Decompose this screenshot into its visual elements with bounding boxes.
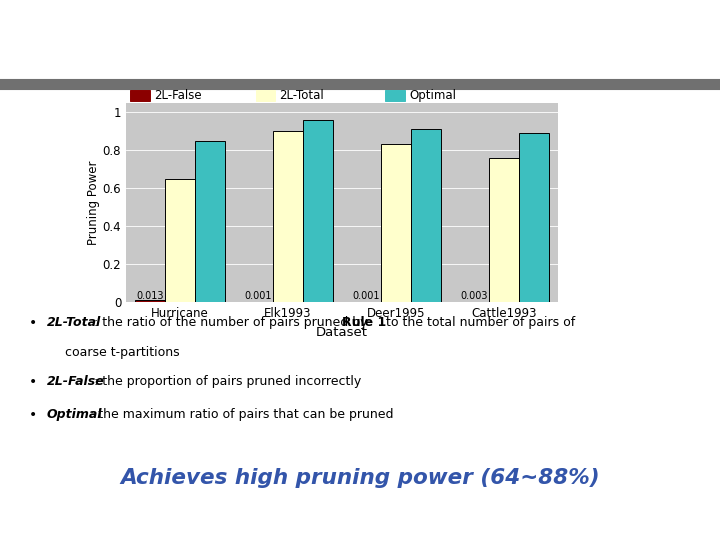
Bar [385,90,405,101]
Text: 0.001: 0.001 [352,291,379,301]
Text: 2L-False: 2L-False [47,375,104,388]
Text: Rule 1: Rule 1 [342,316,386,329]
Bar [411,129,441,302]
Text: 2L-Total: 2L-Total [47,316,101,329]
Text: : the proportion of pairs pruned incorrectly: : the proportion of pairs pruned incorre… [94,375,361,388]
Text: to the total number of pairs of: to the total number of pairs of [382,316,575,329]
Bar [303,120,333,302]
Text: 2L-Total: 2L-Total [279,89,324,103]
Text: coarse t-partitions: coarse t-partitions [65,346,179,359]
Text: Optimal: Optimal [409,89,456,103]
Bar [381,145,411,302]
Bar [130,90,150,101]
Text: Achieves high pruning power (64~88%): Achieves high pruning power (64~88%) [120,468,600,488]
Bar [165,179,195,302]
Text: •: • [29,408,37,422]
Bar [195,140,225,302]
Text: 0.003: 0.003 [460,291,487,301]
Text: •: • [29,375,37,389]
Bar [256,90,275,101]
Text: 2L-False: 2L-False [154,89,202,103]
Text: 0.013: 0.013 [136,291,163,301]
Bar [135,300,165,302]
X-axis label: Dataset: Dataset [316,326,368,339]
Text: : the maximum ratio of pairs that can be pruned: : the maximum ratio of pairs that can be… [90,408,394,421]
Text: •: • [29,316,37,330]
Text: Trajectory Outlier Detection: A Partition-and-Detect Framework: Trajectory Outlier Detection: A Partitio… [206,522,514,531]
Bar [519,133,549,302]
Bar [273,131,303,302]
Bar [489,158,519,302]
Text: 32: 32 [697,522,709,531]
Text: 04/08/08: 04/08/08 [11,522,54,531]
Text: Optimal: Optimal [47,408,102,421]
Text: : the ratio of the number of pairs pruned by: : the ratio of the number of pairs prune… [94,316,371,329]
Text: Pruning Power of Two-Level Partitioning: Pruning Power of Two-Level Partitioning [18,28,618,55]
Text: 0.001: 0.001 [244,291,271,301]
Y-axis label: Pruning Power: Pruning Power [86,160,100,245]
